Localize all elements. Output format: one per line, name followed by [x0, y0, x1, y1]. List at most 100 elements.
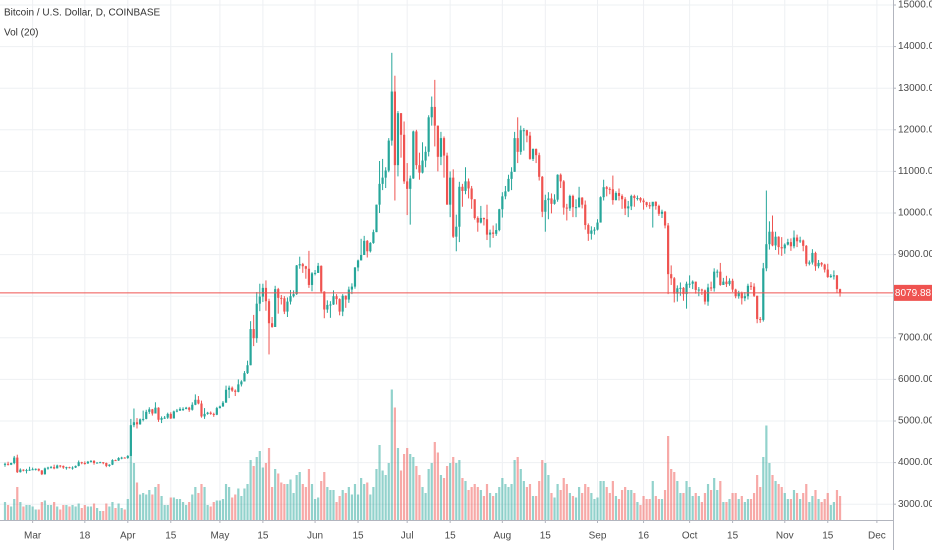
candle-body [191, 404, 194, 410]
candle-body [126, 455, 129, 459]
volume-bar [148, 490, 151, 520]
volume-bar [194, 487, 197, 520]
volume-bar [553, 497, 556, 520]
volume-bar [814, 490, 817, 520]
candle-body [492, 232, 495, 234]
volume-bar [132, 463, 136, 520]
candle-body [96, 462, 99, 464]
volume-bar [80, 508, 83, 520]
candle-body [541, 176, 544, 212]
candle-body [498, 209, 501, 231]
candle-body [427, 117, 430, 152]
candle-body [663, 211, 667, 226]
volume-bar [777, 484, 780, 520]
volume-bar [581, 493, 584, 520]
candle-body [593, 229, 596, 231]
volume-bar [307, 469, 311, 520]
volume-bar [817, 499, 820, 520]
candle-body [329, 304, 332, 306]
y-tick-label: 15000.00 [898, 0, 932, 11]
candle-body [811, 252, 814, 263]
volume-bar [185, 505, 188, 520]
candle-body [611, 189, 614, 201]
candle-body [703, 290, 707, 302]
volume-bar [381, 470, 384, 520]
candle-body [762, 268, 765, 320]
volume-bar [439, 475, 443, 520]
candle-body [71, 467, 74, 469]
candle-body [571, 195, 575, 208]
volume-bar [310, 484, 314, 520]
candle-body [406, 181, 409, 189]
volume-bar [599, 481, 602, 520]
candle-body [240, 381, 243, 385]
volume-bar [835, 490, 839, 520]
volume-bar [654, 496, 657, 520]
candle-body [697, 289, 700, 291]
volume-bar [129, 455, 132, 520]
y-tick-label: 9000.00 [898, 249, 932, 260]
volume-bar [10, 506, 13, 520]
candle-body [10, 463, 13, 465]
x-tick-label: 15 [445, 531, 457, 542]
volume-bar [409, 454, 412, 520]
volume-bar [286, 484, 289, 520]
candle-body [369, 242, 372, 252]
x-tick-label: 18 [79, 531, 91, 542]
candle-body [774, 236, 777, 246]
candle-body [117, 458, 120, 461]
candle-body [495, 230, 498, 234]
volume-bar [166, 505, 169, 520]
candle-body [470, 188, 473, 200]
volume-bar [320, 481, 323, 520]
candle-body [547, 198, 550, 201]
volume-bar [267, 448, 271, 520]
candle-body [792, 237, 796, 247]
candle-body [467, 181, 470, 189]
volume-bar [749, 499, 753, 520]
volume-bar [550, 493, 553, 520]
candle-body [313, 272, 317, 274]
volume-bar [593, 499, 596, 520]
volume-bar [445, 466, 449, 520]
candle-body [366, 240, 369, 252]
volume-bar [209, 506, 212, 520]
volume-bar [280, 482, 283, 520]
volume-bar [157, 484, 160, 520]
candle-body [817, 262, 820, 267]
volume-bar [360, 478, 363, 520]
candle-body [175, 410, 179, 412]
candle-body [289, 296, 292, 302]
candle-body [203, 413, 206, 417]
candle-body [725, 281, 728, 285]
candle-body [347, 289, 350, 300]
volume-bar [737, 499, 740, 520]
candle-body [74, 465, 77, 468]
x-tick-label: 15 [540, 531, 552, 542]
volume-bar [160, 496, 163, 520]
candle-body [722, 281, 725, 285]
volume-bar [378, 445, 381, 520]
volume-bar [436, 452, 439, 520]
candle-body [108, 464, 111, 466]
volume-bar [77, 503, 80, 520]
candle-body [458, 186, 461, 227]
candle-body [169, 413, 172, 419]
candle-body [694, 281, 697, 290]
candle-body [682, 287, 685, 295]
candle-body [252, 329, 255, 339]
volume-bar [403, 454, 406, 520]
candle-body [430, 106, 433, 118]
volume-bar [243, 488, 246, 520]
candle-body [304, 266, 307, 269]
candle-body [759, 319, 762, 321]
candle-body [691, 281, 694, 284]
volume-bar [805, 484, 808, 520]
volume-bar [399, 470, 403, 520]
candle-body [574, 207, 578, 209]
volume-bar [363, 484, 366, 520]
last-price-label: 8079.88 [895, 288, 932, 299]
volume-bar [3, 502, 7, 520]
